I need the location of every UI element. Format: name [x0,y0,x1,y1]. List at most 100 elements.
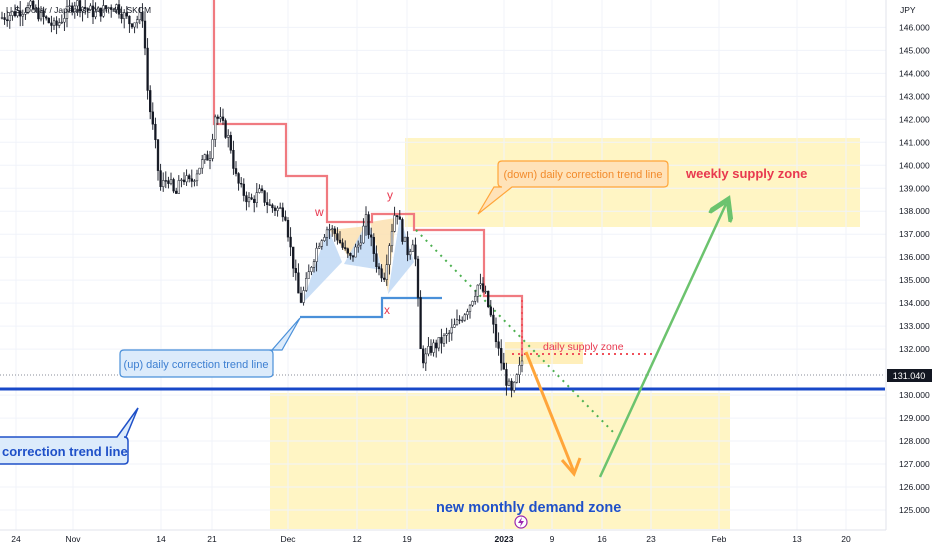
candle-body [422,348,425,364]
candle-body [149,90,152,113]
candle-body [494,324,498,343]
candle-body [221,116,225,121]
symbol-title: U.S. Dollar / Japanese Yen, 4h, SKCM [6,5,151,15]
candle-body [297,272,300,294]
candle-body [104,5,108,9]
candle-body [214,116,217,140]
candle-body [279,207,282,209]
correction-trend-callout[interactable]: correction trend line [0,407,139,465]
candle-body [71,5,74,12]
candle-body [299,292,303,303]
candle-body [250,197,253,200]
candle-body [432,342,435,353]
candle-body [81,6,84,12]
time-tick-label: 16 [597,534,607,544]
wave-w-label: w [314,205,324,219]
candle-body [466,311,469,316]
candle-body [211,139,214,159]
price-tick-label: 136.000 [899,252,930,262]
price-scale-panel[interactable] [886,0,932,550]
price-tick-label: 126.000 [899,482,930,492]
candle-body [318,246,321,249]
price-tick-label: 144.000 [899,68,930,78]
candle-body [245,195,248,203]
candle-body [364,214,368,227]
candle-body [385,264,388,280]
candle-body [60,21,63,24]
candle-body [414,244,417,260]
candle-body [11,11,14,16]
candle-body [8,15,11,22]
candle-body [159,170,162,187]
candle-body [513,381,516,391]
time-tick-label: 24 [11,534,21,544]
candle-body [45,16,48,19]
price-tick-label: 130.000 [899,390,930,400]
candle-body [336,233,339,241]
candle-body [188,175,191,180]
candle-body [455,319,459,325]
monthly-zone-label: new monthly demand zone [436,500,621,516]
candle-body [16,10,19,17]
candle-body [130,23,134,28]
up-trend-callout[interactable]: (up) daily correction trend line [119,317,301,378]
candle-body [357,244,360,248]
price-tick-label: 142.000 [899,114,930,124]
candle-body [281,207,284,218]
time-axis-panel[interactable] [0,530,886,550]
candle-body [47,17,50,24]
candle-body [3,17,6,20]
candle-body [247,197,251,203]
candle-body [154,123,157,141]
time-tick-label: 20 [841,534,851,544]
candle-body [331,228,334,230]
candle-body [172,179,175,192]
candle-body [258,188,261,193]
candle-body [6,19,9,22]
candle-body [453,324,456,328]
candle-body [458,319,461,321]
candle-body [367,214,370,236]
candle-body [107,7,110,9]
price-tick-label: 135.000 [899,275,930,285]
candle-body [375,253,378,267]
down-trend-callout[interactable]: (down) daily correction trend line [477,160,669,215]
candle-body [383,277,386,280]
price-tick-label: 140.000 [899,160,930,170]
candle-body [86,8,89,11]
candle-body [271,204,274,209]
price-tick-label: 129.000 [899,413,930,423]
candle-body [310,267,313,273]
candle-body [362,225,365,244]
candle-body [424,353,427,364]
candle-body [162,180,165,187]
candle-body [416,258,420,298]
candle-body [448,332,451,335]
candle-body [68,5,71,7]
candle-body [515,374,518,383]
candle-body [133,22,136,28]
wave-x-label: x [384,303,390,317]
candle-body [377,266,381,269]
time-tick-label: 23 [646,534,656,544]
candle-body [89,5,92,11]
candle-body [346,248,349,254]
candle-body [349,252,352,256]
monthly-demand-zone [270,393,730,529]
candle-body [481,283,485,292]
candle-body [13,11,17,17]
candle-body [268,204,271,206]
candle-body [315,247,318,262]
lightning-icon[interactable] [514,515,528,529]
candle-body [55,20,58,26]
candle-body [307,271,310,279]
candle-body [39,10,43,20]
candle-body [143,20,147,49]
candle-body [320,240,323,247]
price-tick-label: 145.000 [899,45,930,55]
candle-body [224,120,227,138]
time-tick-label: Nov [65,534,81,544]
candle-body [292,246,295,269]
